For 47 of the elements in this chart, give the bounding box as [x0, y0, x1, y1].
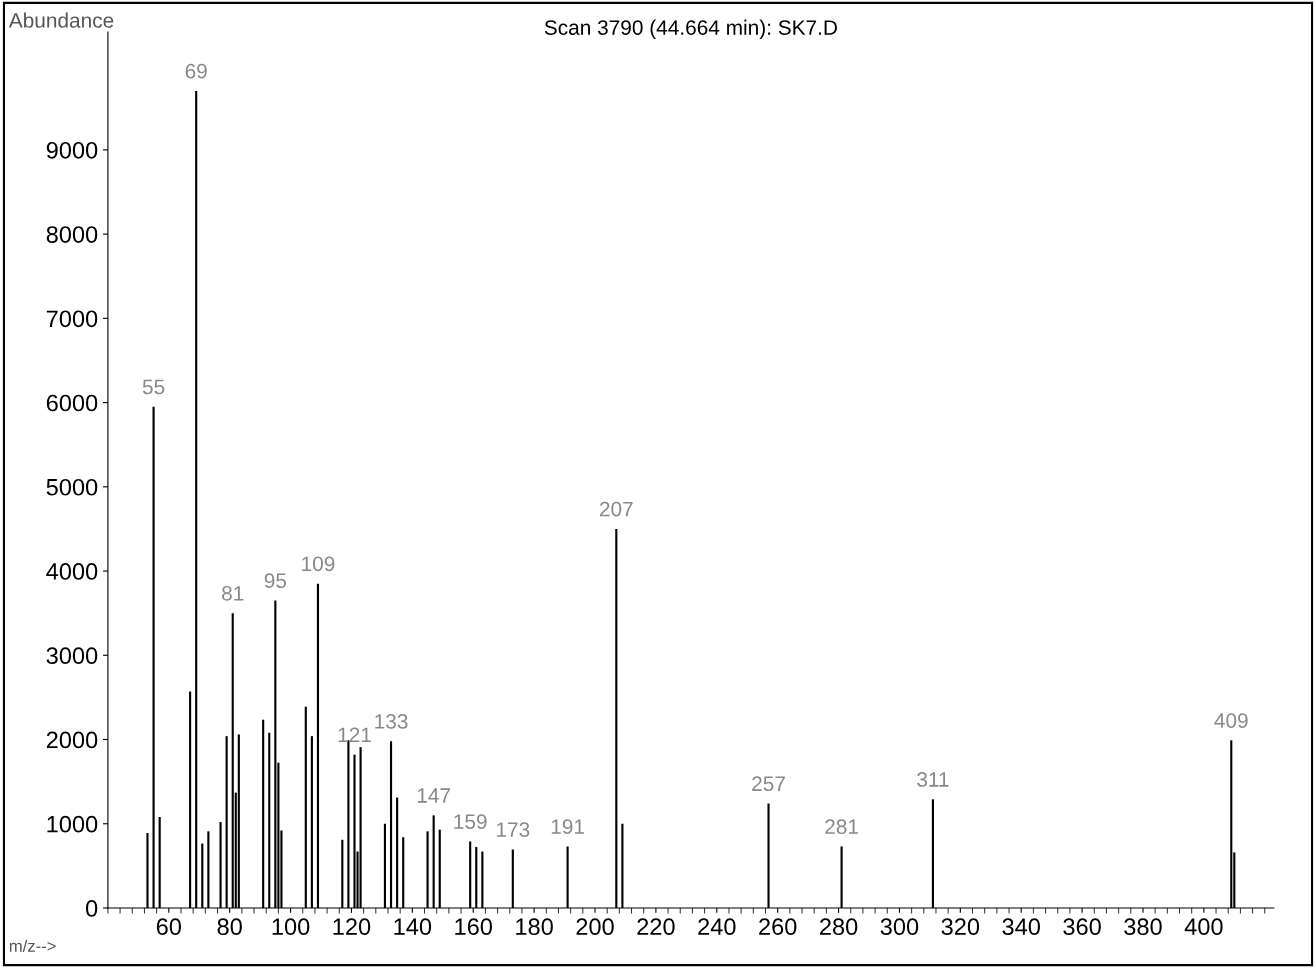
x-tick-label: 140: [394, 918, 432, 936]
y-tick-label: 6000: [46, 394, 98, 412]
y-tick-label: 7000: [46, 310, 98, 328]
y-tick-label: 0: [85, 900, 98, 917]
x-tick-label: 160: [455, 918, 493, 936]
x-tick-label: 240: [698, 918, 736, 936]
x-tick-label: 340: [1002, 918, 1040, 936]
y-tick-label: 9000: [46, 141, 98, 159]
x-tick-label: 200: [576, 918, 614, 936]
annotation: 257: [752, 776, 785, 792]
x-tick-label: 120: [333, 918, 371, 936]
x-axis-title: m/z-->: [9, 939, 56, 952]
annotation: 121: [338, 727, 371, 743]
y-tick-label: 3000: [46, 647, 98, 665]
annotation: 281: [825, 819, 858, 835]
annotation: 55: [142, 379, 165, 395]
annotation: 159: [454, 814, 487, 829]
annotation: 207: [599, 501, 633, 517]
annotation: 95: [264, 573, 287, 589]
annotation: 147: [417, 788, 450, 803]
x-tick-label: 360: [1063, 918, 1101, 936]
y-tick-label: 2000: [46, 731, 98, 749]
annotation: 173: [497, 822, 530, 837]
annotation: 81: [222, 585, 244, 601]
x-tick-label: 180: [516, 918, 553, 936]
annotation: 133: [375, 714, 408, 729]
x-tick-label: 220: [637, 918, 675, 936]
y-tick-label: 8000: [46, 226, 98, 243]
x-tick-label: 380: [1124, 918, 1162, 936]
annotation: 69: [185, 63, 207, 79]
chart-title: Scan 3790 (44.664 min): SK7.D: [544, 19, 837, 40]
y-tick-label: 1000: [47, 815, 98, 833]
y-axis-title: Abundance: [8, 12, 114, 28]
y-tick-label: 5000: [46, 478, 98, 496]
y-tick-label: 4000: [46, 563, 98, 580]
x-tick-label: 60: [156, 918, 182, 936]
x-tick-label: 80: [217, 918, 242, 936]
x-tick-label: 260: [759, 918, 797, 936]
x-tick-label: 320: [941, 918, 980, 936]
x-tick-label: 100: [272, 918, 310, 936]
x-tick-label: 300: [880, 918, 919, 936]
annotation: 109: [302, 556, 335, 572]
annotation: 191: [551, 819, 584, 835]
annotation: 311: [917, 772, 949, 787]
x-tick-label: 280: [820, 918, 858, 936]
annotation: 409: [1214, 713, 1248, 728]
x-tick-label: 400: [1184, 918, 1223, 936]
